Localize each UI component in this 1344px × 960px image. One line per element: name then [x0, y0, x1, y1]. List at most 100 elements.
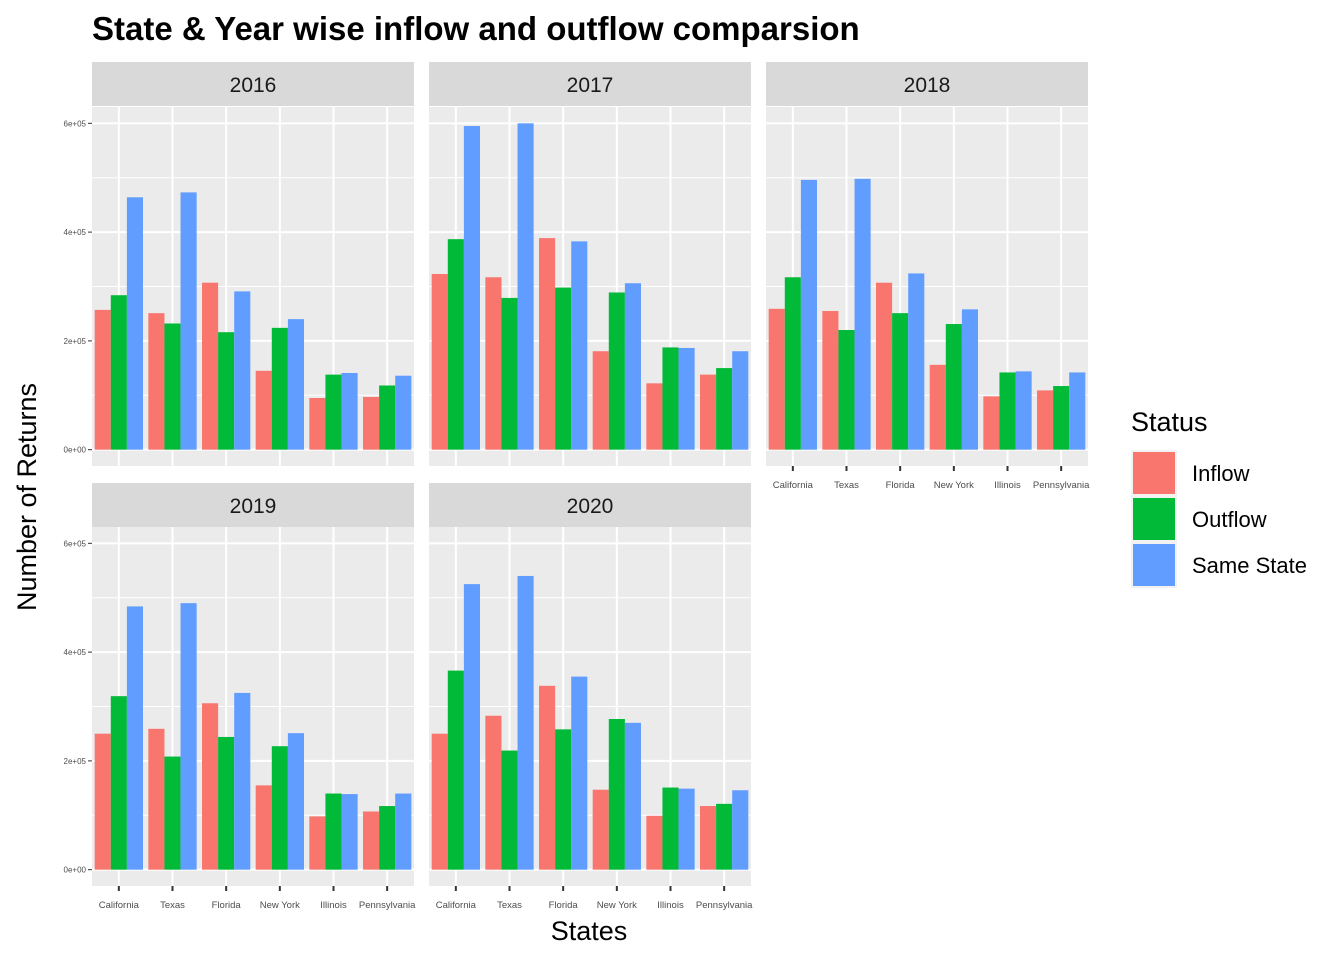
x-tick-label: Florida [886, 480, 916, 491]
bar-same-state-pennsylvania [1069, 372, 1086, 450]
x-tick-label: Pennsylvania [696, 900, 753, 911]
bar-outflow-texas [838, 330, 855, 450]
bar-same-state-texas [180, 192, 197, 450]
x-tick-label: New York [934, 480, 974, 491]
bar-same-state-new-york [287, 319, 304, 450]
bar-inflow-pennsylvania [1037, 390, 1054, 450]
y-tick-label: 6e+05 [64, 539, 87, 548]
bar-outflow-illinois [325, 793, 342, 870]
y-tick-label: 2e+05 [64, 337, 87, 346]
bar-outflow-california [447, 670, 464, 870]
bar-outflow-california [784, 277, 801, 450]
bar-same-state-illinois [1015, 371, 1032, 450]
legend: Status Inflow Outflow Same State [1131, 407, 1307, 588]
bar-same-state-texas [517, 575, 534, 870]
facet-strip-label: 2019 [230, 495, 277, 518]
bar-inflow-florida [202, 282, 219, 450]
bar-inflow-illinois [309, 816, 326, 870]
bar-inflow-new-york [255, 370, 272, 450]
bar-same-state-new-york [961, 309, 978, 450]
facet-panel-2019: 2019 0e+00 2e+05 4e+05 6e+05 California Texas F… [64, 483, 416, 911]
bar-same-state-new-york [624, 283, 641, 450]
bar-inflow-pennsylvania [700, 374, 717, 450]
bar-same-state-pennsylvania [732, 790, 749, 870]
x-tick-label: New York [597, 900, 637, 911]
facet-strip-label: 2017 [567, 74, 614, 97]
bar-outflow-florida [218, 332, 235, 450]
y-tick-label: 0e+00 [64, 446, 87, 455]
bar-outflow-new-york [945, 324, 962, 450]
bar-inflow-california [94, 309, 111, 450]
bar-inflow-illinois [983, 396, 1000, 450]
bar-same-state-texas [854, 178, 871, 450]
bar-outflow-pennsylvania [716, 368, 733, 450]
bar-same-state-new-york [287, 733, 304, 870]
chart-title: State & Year wise inflow and outflow com… [92, 10, 860, 47]
facet-panel-2020: 2020 California Texas Florida New York Illino… [429, 483, 753, 911]
bar-outflow-california [110, 696, 127, 870]
bar-outflow-texas [164, 323, 181, 450]
y-axis-label: Number of Returns [12, 383, 42, 611]
facet-strip-label: 2020 [567, 495, 614, 518]
bar-same-state-california [463, 126, 480, 450]
legend-label: Inflow [1192, 461, 1250, 486]
bar-outflow-pennsylvania [379, 385, 396, 450]
y-tick-label: 0e+00 [64, 866, 87, 875]
bar-inflow-florida [202, 703, 219, 870]
facet-panel-2017: 2017 [429, 62, 751, 466]
bar-inflow-texas [485, 715, 502, 870]
bar-outflow-texas [164, 756, 181, 870]
bar-inflow-california [768, 308, 785, 450]
bar-same-state-illinois [678, 347, 695, 450]
bar-inflow-new-york [255, 785, 272, 870]
bar-same-state-new-york [624, 722, 641, 870]
x-tick-label: Texas [497, 900, 522, 911]
bar-outflow-california [447, 239, 464, 450]
bar-inflow-texas [148, 313, 165, 450]
bar-outflow-illinois [325, 374, 342, 450]
bar-inflow-illinois [309, 398, 326, 450]
bar-same-state-florida [571, 676, 588, 870]
bar-same-state-california [800, 179, 817, 450]
bar-same-state-illinois [341, 794, 358, 870]
y-tick-label: 4e+05 [64, 648, 87, 657]
legend-label: Outflow [1192, 507, 1267, 532]
x-tick-label: Illinois [994, 480, 1021, 491]
bar-outflow-florida [218, 736, 235, 870]
x-tick-label: Illinois [320, 900, 347, 911]
bar-inflow-illinois [646, 383, 663, 450]
bar-same-state-california [126, 197, 143, 450]
bar-inflow-florida [876, 282, 893, 450]
legend-swatch-same-state [1133, 544, 1175, 586]
bar-inflow-texas [148, 728, 165, 870]
facet-strip-label: 2018 [904, 74, 951, 97]
bar-outflow-new-york [271, 327, 288, 450]
bar-inflow-new-york [592, 789, 609, 870]
y-tick-label: 2e+05 [64, 757, 87, 766]
legend-swatch-outflow [1133, 498, 1175, 540]
facet-strip [92, 483, 414, 527]
bar-outflow-new-york [608, 292, 625, 450]
x-tick-label: Pennsylvania [1033, 480, 1090, 491]
x-tick-label: New York [260, 900, 300, 911]
x-tick-label: Florida [212, 900, 242, 911]
bar-same-state-texas [517, 123, 534, 450]
facet-strip [429, 483, 751, 527]
bar-inflow-pennsylvania [363, 396, 380, 450]
bar-inflow-texas [822, 310, 839, 450]
legend-label: Same State [1192, 553, 1307, 578]
x-tick-label: California [99, 900, 140, 911]
bar-outflow-florida [555, 729, 572, 870]
facet-strip [92, 62, 414, 106]
bar-same-state-pennsylvania [395, 793, 412, 870]
bar-inflow-texas [485, 277, 502, 450]
x-axis-label: States [551, 916, 628, 946]
bar-same-state-pennsylvania [395, 375, 412, 450]
bar-inflow-florida [539, 238, 556, 450]
bar-outflow-texas [501, 750, 518, 870]
x-tick-label: California [773, 480, 814, 491]
bar-inflow-california [94, 733, 111, 870]
facet-strip [429, 62, 751, 106]
x-tick-label: Texas [160, 900, 185, 911]
